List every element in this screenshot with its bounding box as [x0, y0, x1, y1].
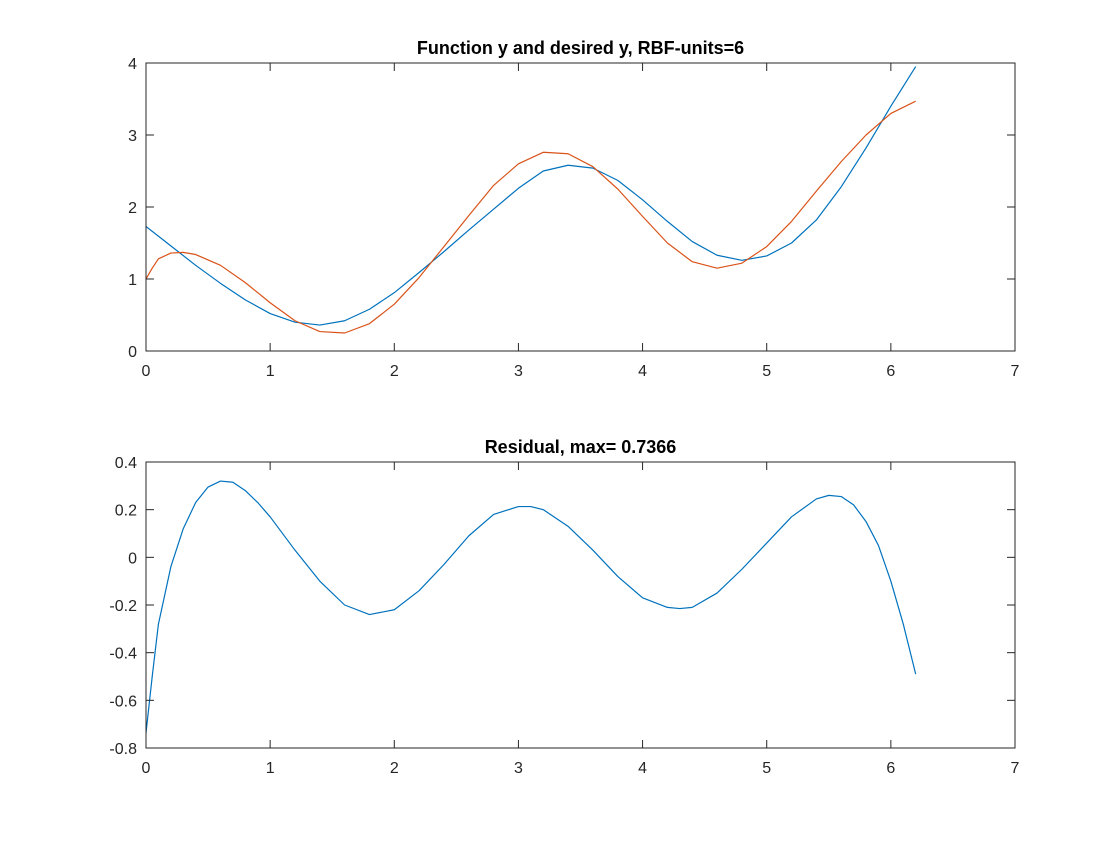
- bottom-xtick-label-4: 4: [638, 760, 647, 777]
- top-xtick-label-0: 0: [142, 363, 151, 380]
- top-plot-function-comparison: 0 1 2 3 4 5 6 7 0 1 2 3 4 Function y and desired y, R…: [128, 38, 1019, 380]
- top-xtick-label-1: 1: [266, 363, 275, 380]
- bottom-ytick-label-5: 0.2: [115, 503, 137, 520]
- bottom-plot-residual: 0 1 2 3 4 5 6 7 -0.8 -0.6 -0.4 -0.2 0 0.2 0.4 Residual,…: [109, 437, 1019, 777]
- top-chart-title: Function y and desired y, RBF-units=6: [417, 38, 744, 58]
- top-xtick-label-7: 7: [1011, 363, 1020, 380]
- bottom-xtick-label-7: 7: [1011, 760, 1020, 777]
- bottom-ytick-label-0: -0.8: [109, 741, 137, 758]
- bottom-xtick-label-3: 3: [514, 760, 523, 777]
- bottom-xtick-label-0: 0: [142, 760, 151, 777]
- top-series-group: [146, 66, 917, 334]
- top-ytick-label-1: 1: [128, 272, 137, 289]
- bottom-xtick-label-1: 1: [266, 760, 275, 777]
- top-series-line-2: [146, 100, 916, 334]
- top-plot-area: [146, 63, 1015, 351]
- bottom-ytick-label-1: -0.6: [109, 693, 137, 710]
- bottom-ytick-label-3: -0.2: [109, 598, 137, 615]
- bottom-series-group: [146, 480, 917, 734]
- top-xtick-label-3: 3: [514, 363, 523, 380]
- top-ytick-label-4: 4: [128, 56, 137, 73]
- bottom-plot-area: [146, 462, 1015, 748]
- top-ytick-label-0: 0: [128, 344, 137, 361]
- top-series-line-1: [146, 66, 917, 326]
- top-xtick-label-4: 4: [638, 363, 647, 380]
- top-ytick-label-2: 2: [128, 200, 137, 217]
- bottom-xtick-label-5: 5: [762, 760, 771, 777]
- bottom-chart-title: Residual, max= 0.7366: [485, 437, 677, 457]
- bottom-ytick-label-2: -0.4: [109, 646, 137, 663]
- top-ytick-label-3: 3: [128, 128, 137, 145]
- top-xtick-label-5: 5: [762, 363, 771, 380]
- bottom-ytick-label-6: 0.4: [115, 455, 137, 472]
- bottom-series-line-1: [146, 480, 917, 734]
- bottom-xtick-label-6: 6: [886, 760, 895, 777]
- bottom-ytick-label-4: 0: [128, 550, 137, 567]
- top-xtick-label-2: 2: [390, 363, 399, 380]
- top-xtick-label-6: 6: [886, 363, 895, 380]
- bottom-xtick-label-2: 2: [390, 760, 399, 777]
